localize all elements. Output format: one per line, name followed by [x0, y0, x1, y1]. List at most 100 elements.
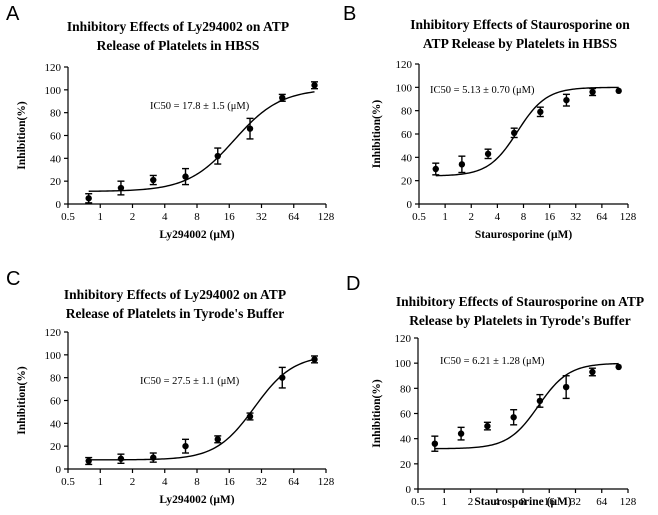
x-tick-label: 64 [288, 476, 300, 488]
y-tick-label: 0 [56, 464, 62, 476]
data-point [150, 176, 157, 184]
panel-letter-c: C [6, 268, 20, 290]
data-point [615, 87, 622, 95]
y-tick-label: 40 [50, 153, 62, 165]
x-tick-label: 16 [544, 211, 556, 223]
fit-curve [88, 358, 315, 461]
y-tick-label: 120 [45, 62, 62, 74]
x-tick-label: 2 [130, 476, 136, 488]
data-point [182, 442, 189, 450]
data-point [484, 422, 491, 430]
data-point [457, 430, 465, 437]
fit-curve [88, 91, 315, 192]
y-tick-label: 60 [50, 396, 62, 408]
x-tick-label: 2 [468, 496, 474, 508]
y-tick-label: 20 [50, 441, 62, 453]
x-tick-label: 1 [442, 211, 448, 223]
data-point [615, 363, 622, 371]
x-tick-label: 16 [224, 476, 236, 488]
y-tick-label: 100 [45, 350, 62, 362]
y-tick-label: 40 [401, 152, 413, 164]
x-tick-label: 128 [318, 476, 335, 488]
data-point [458, 161, 466, 168]
x-tick-label: 2 [469, 211, 475, 223]
y-tick-label: 0 [407, 199, 413, 211]
data-point [117, 455, 125, 462]
y-tick-label: 20 [50, 176, 62, 188]
data-point [562, 383, 570, 391]
y-axis-label: Inhibition(%) [16, 366, 28, 435]
y-axis-label: Inhibition(%) [16, 101, 28, 170]
chart-title-line: Release of Platelets in Tyrode's Buffer [66, 306, 285, 321]
data-point [246, 413, 254, 420]
ic50-annotation: IC50 = 6.21 ± 1.28 (μM) [440, 356, 545, 367]
y-tick-label: 80 [50, 373, 62, 385]
data-point [537, 108, 544, 116]
data-point [117, 184, 125, 192]
x-tick-label: 4 [162, 476, 168, 488]
data-point [246, 125, 254, 132]
y-tick-label: 80 [401, 106, 413, 118]
x-tick-label: 2 [130, 211, 136, 223]
x-tick-label: 8 [521, 211, 527, 223]
data-point [150, 454, 157, 461]
y-tick-label: 0 [406, 484, 412, 496]
x-tick-label: 1 [98, 476, 104, 488]
y-tick-label: 120 [395, 333, 412, 345]
y-tick-label: 120 [45, 327, 62, 339]
x-tick-label: 32 [570, 496, 581, 508]
ic50-annotation: IC50 = 27.5 ± 1.1 (μM) [140, 376, 240, 387]
chart-title-line: Release by Platelets in Tyrode's Buffer [409, 313, 631, 328]
x-tick-label: 128 [620, 211, 637, 223]
y-tick-label: 80 [400, 383, 412, 395]
x-tick-label: 16 [544, 496, 556, 508]
data-point [536, 397, 544, 405]
x-tick-label: 0.5 [61, 476, 75, 488]
x-tick-label: 0.5 [411, 496, 425, 508]
ic50-annotation: IC50 = 17.8 ± 1.5 (μM) [150, 101, 250, 112]
x-tick-label: 8 [520, 496, 526, 508]
data-point [85, 195, 92, 202]
data-point [279, 374, 286, 381]
chart-title-line: Inhibitory Effects of Staurosporine on [410, 17, 630, 32]
x-axis-label: Staurosporine (μM) [474, 496, 572, 508]
fit-curve [435, 86, 619, 177]
data-point [484, 150, 492, 158]
data-point [279, 94, 286, 102]
data-point [563, 96, 570, 104]
x-axis-label: Staurosporine (μM) [475, 229, 573, 241]
data-point [214, 152, 221, 160]
y-tick-label: 60 [401, 129, 413, 141]
data-point [510, 414, 517, 421]
chart-title-line: ATP Release by Platelets in HBSS [423, 36, 617, 51]
x-tick-label: 0.5 [412, 211, 426, 223]
x-tick-label: 8 [194, 211, 200, 223]
x-tick-label: 32 [570, 211, 581, 223]
x-tick-label: 32 [256, 476, 267, 488]
x-tick-label: 4 [162, 211, 168, 223]
data-point [311, 356, 318, 363]
x-tick-label: 1 [442, 496, 448, 508]
chart-panel-d: Inhibitory Effects of Staurosporine on A… [371, 294, 644, 508]
x-tick-label: 64 [288, 211, 300, 223]
y-axis-label: Inhibition(%) [371, 379, 383, 448]
data-point [311, 82, 318, 89]
chart-panel-a: Inhibitory Effects of Ly294002 on ATP Rel… [16, 19, 335, 241]
y-tick-label: 60 [50, 131, 62, 143]
x-tick-label: 0.5 [61, 211, 75, 223]
x-tick-label: 32 [256, 211, 267, 223]
x-tick-label: 4 [495, 211, 501, 223]
x-axis-label: Ly294002 (μM) [159, 494, 234, 506]
chart-title-line: Inhibitory Effects of Ly294002 on ATP [67, 19, 289, 34]
y-tick-label: 100 [395, 358, 412, 370]
y-tick-label: 120 [396, 59, 413, 71]
fit-curve [434, 362, 619, 450]
data-point [589, 368, 596, 376]
panel-letter-a: A [6, 3, 20, 25]
y-tick-label: 80 [50, 108, 62, 120]
x-axis-label: Ly294002 (μM) [159, 229, 234, 241]
data-point [214, 436, 221, 443]
data-point [510, 129, 518, 137]
y-tick-label: 60 [400, 409, 412, 421]
